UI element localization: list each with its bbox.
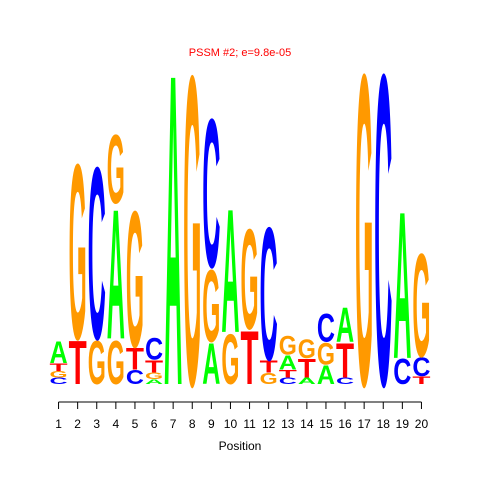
logo-letter-c: C — [393, 352, 411, 393]
x-tick-label: 13 — [281, 417, 295, 431]
logo-letter-g: G — [50, 369, 68, 379]
x-tick-label: 2 — [74, 417, 81, 431]
logo-letter-g: G — [317, 336, 335, 371]
logo-letter-c: C — [374, 0, 392, 479]
logo-letter-t: T — [336, 333, 354, 389]
x-tick-label: 12 — [262, 417, 276, 431]
logo-letter-c: C — [126, 365, 144, 388]
logo-letter-c: C — [279, 376, 298, 386]
logo-letter-a: A — [145, 378, 163, 386]
logo-letter-g: G — [279, 331, 297, 361]
logo-letter-a: A — [164, 0, 182, 479]
x-tick-label: 19 — [396, 417, 410, 431]
logo-letter-c: C — [202, 76, 220, 313]
logo-letter-a: A — [202, 332, 220, 397]
logo-letter-t: T — [50, 361, 69, 373]
logo-letter-t: T — [412, 374, 431, 386]
x-tick-label: 10 — [224, 417, 238, 431]
logo-letter-g: G — [260, 371, 278, 388]
x-tick-label: 9 — [208, 417, 215, 431]
logo-letter-g: G — [107, 115, 125, 225]
x-tick-label: 4 — [113, 417, 120, 431]
logo-letter-a: A — [107, 172, 125, 379]
x-tick-label: 15 — [319, 417, 333, 431]
x-tick-label: 14 — [300, 417, 314, 431]
logo-letter-g: G — [183, 0, 201, 479]
logo-letter-t: T — [298, 353, 316, 383]
logo-letter-t: T — [260, 357, 278, 377]
logo-letter-t: T — [69, 329, 87, 398]
logo-letter-g: G — [298, 334, 316, 364]
x-axis-label: Position — [219, 439, 262, 453]
logo-letter-g: G — [145, 371, 163, 381]
logo-letter-a: A — [393, 168, 411, 403]
logo-letter-g: G — [355, 0, 373, 479]
logo-letter-a: A — [221, 172, 239, 369]
x-tick-label: 3 — [93, 417, 100, 431]
x-tick-label: 8 — [189, 417, 196, 431]
logo-letter-g: G — [126, 172, 144, 388]
logo-letter-g: G — [202, 249, 220, 363]
logo-letter-c: C — [336, 376, 355, 386]
x-tick-label: 17 — [357, 417, 371, 431]
logo-letter-g: G — [412, 224, 430, 389]
x-tick-label: 6 — [151, 417, 158, 431]
logo-letter-a: A — [317, 359, 335, 390]
logo-letter-c: C — [50, 376, 69, 386]
logo-letter-c: C — [260, 187, 278, 400]
logo-letter-a: A — [50, 335, 68, 370]
chart-title: PSSM #2; e=9.8e-05 — [189, 47, 291, 59]
logo-letter-t: T — [241, 317, 259, 401]
x-axis: 1 2 3 4 5 6 7 8 9 10 11 12 13 14 15 16 17 18 19 20 — [55, 401, 429, 431]
x-tick-label: 7 — [170, 417, 177, 431]
logo-letter-t: T — [126, 342, 144, 377]
logo-letter-c: C — [145, 332, 163, 367]
logo-letter-t: T — [279, 367, 298, 379]
logo-letter-a: A — [279, 351, 297, 374]
x-tick-label: 11 — [243, 417, 256, 431]
logo-letter-t: T — [145, 357, 163, 377]
x-tick-label: 20 — [415, 417, 429, 431]
x-tick-label: 16 — [338, 417, 352, 431]
logo-letter-c: C — [412, 351, 430, 382]
x-tick-label: 5 — [132, 417, 139, 431]
logo-letter-a: A — [336, 299, 354, 353]
x-tick-label: 18 — [377, 417, 391, 431]
logo-letter-g: G — [107, 328, 125, 398]
x-tick-label: 1 — [55, 417, 62, 431]
logo-letter-c: C — [88, 117, 106, 391]
logo-letter-c: C — [317, 307, 335, 351]
logo-letter-a: A — [298, 376, 317, 386]
logo-letter-g: G — [88, 328, 106, 398]
logo-letter-g: G — [241, 199, 259, 360]
logo-letter-g: G — [69, 112, 87, 392]
logo-letter-g: G — [221, 321, 239, 400]
